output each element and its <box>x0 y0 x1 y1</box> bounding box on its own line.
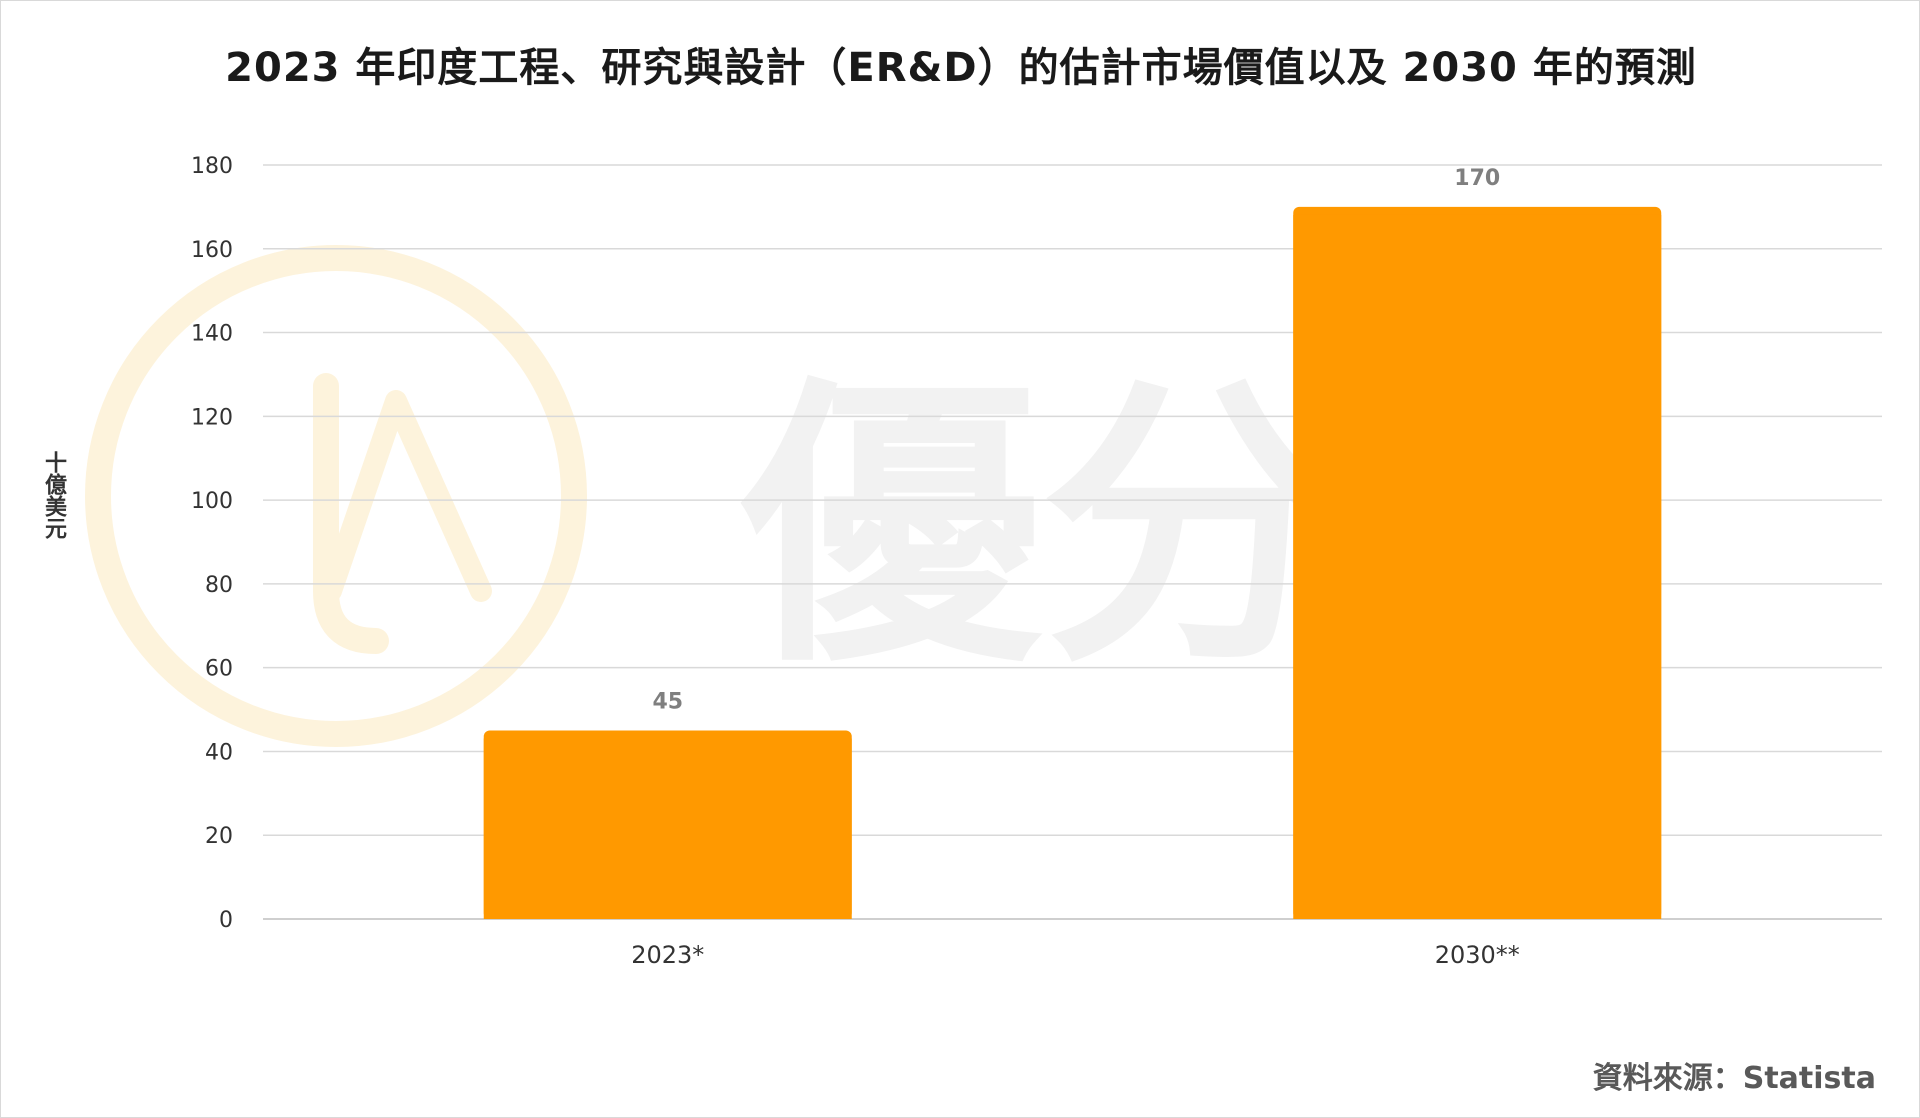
labels: 0 20 40 60 80 100 120 140 160 180 45 2023* 170 2030** <box>191 154 1520 969</box>
watermark-logo <box>85 245 587 747</box>
y-tick-label: 0 <box>219 908 233 933</box>
chart-title: 2023 年印度工程、研究與設計（ER&D）的估計市場價值以及 2030 年的預… <box>225 45 1697 91</box>
bars <box>483 206 1662 919</box>
bar-body <box>1293 214 1662 919</box>
y-tick-label: 180 <box>191 154 233 179</box>
y-tick-label: 120 <box>191 405 233 430</box>
data-label: 45 <box>652 690 683 715</box>
bar-body <box>483 738 852 919</box>
y-tick-label: 20 <box>205 824 233 849</box>
y-axis-title: 十億美元 <box>41 451 66 539</box>
x-category-label: 2023* <box>631 941 704 969</box>
y-tick-label: 60 <box>205 657 233 682</box>
y-tick-label: 40 <box>205 740 233 765</box>
y-tick-label: 100 <box>191 489 233 514</box>
source-note: 資料來源：Statista <box>1592 1061 1876 1096</box>
y-tick-label: 160 <box>191 238 233 263</box>
y-tick-label: 140 <box>191 322 233 347</box>
data-label: 170 <box>1454 166 1500 191</box>
x-category-label: 2030** <box>1435 941 1520 969</box>
y-tick-label: 80 <box>205 573 233 598</box>
